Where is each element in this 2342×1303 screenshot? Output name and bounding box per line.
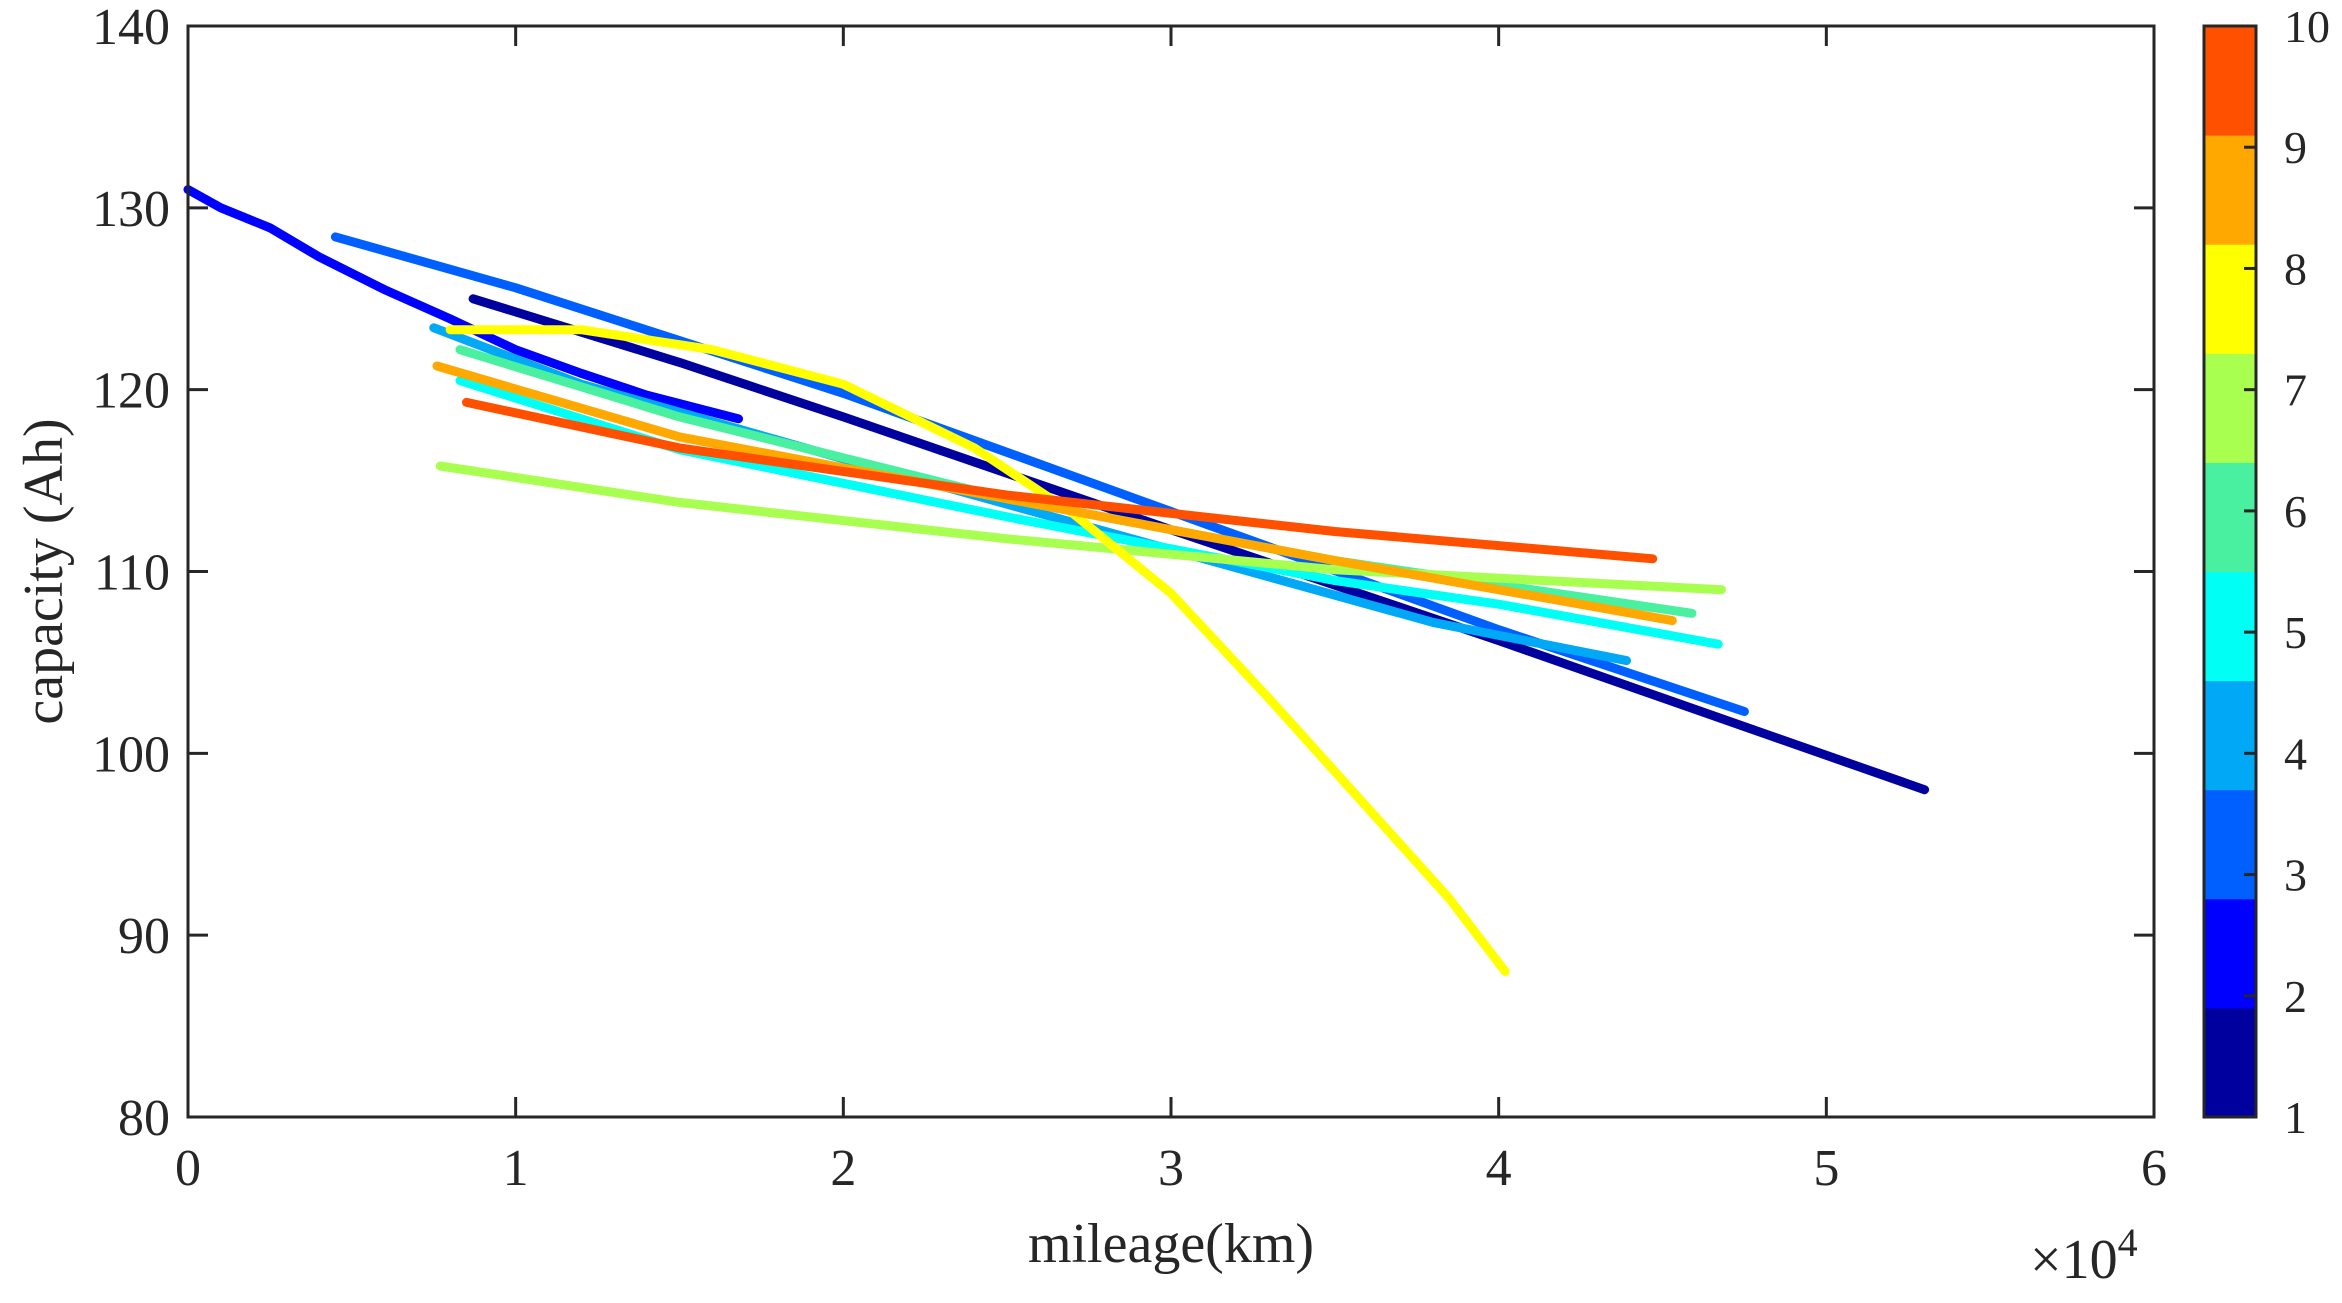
ticks-layer: 0 1 2 3 4 5 6 80 90 100 110 120 130 140 [92, 0, 2167, 1197]
x-tick-label: 4 [1486, 1140, 1512, 1197]
colorbar-tick-label: 9 [2284, 122, 2307, 173]
y-tick-label: 130 [92, 181, 170, 238]
colorbar-tick-label: 4 [2284, 728, 2307, 779]
series-line-7 [435, 461, 1726, 595]
colorbar-segment-5 [2204, 571, 2256, 682]
colorbar-segment-9 [2204, 135, 2256, 245]
colorbar-tick-label: 8 [2284, 243, 2307, 294]
x-tick-label: 5 [1813, 1140, 1839, 1197]
x-tick-label: 1 [503, 1140, 529, 1197]
x-tick-label: 2 [830, 1140, 856, 1197]
plot-frame [186, 24, 2156, 1119]
colorbar-tick-label: 3 [2284, 850, 2307, 901]
y-tick-label: 90 [118, 908, 170, 965]
y-tick-label: 140 [92, 0, 170, 56]
colorbar-tick-label: 5 [2284, 607, 2307, 658]
series-layer [183, 185, 1930, 976]
colorbar-segment-8 [2204, 244, 2256, 354]
x-tick-label: 0 [175, 1140, 201, 1197]
colorbar-tick-label: 2 [2284, 971, 2307, 1022]
colorbar-tick-label: 1 [2284, 1092, 2307, 1143]
y-tick-label: 120 [92, 363, 170, 420]
colorbar-tick-label: 7 [2284, 365, 2307, 416]
x-tick-label: 6 [2141, 1140, 2167, 1197]
series-line-2 [183, 185, 743, 424]
y-axis-label: capacity (Ah) [13, 418, 75, 724]
colorbar-segment-7 [2204, 353, 2256, 463]
y-tick-label: 80 [118, 1090, 170, 1147]
y-tick-label: 100 [92, 726, 170, 783]
x-multiplier-exponent: 4 [2118, 1220, 2138, 1265]
colorbar-frame [2202, 24, 2258, 1119]
colorbar-segment-10 [2204, 26, 2256, 136]
x-multiplier: ×104 [2030, 1220, 2138, 1291]
colorbar-segment-3 [2204, 789, 2256, 900]
colorbar-segment-2 [2204, 898, 2256, 1009]
x-multiplier-base: ×10 [2030, 1229, 2118, 1291]
colorbar-tick-label: 10 [2284, 1, 2330, 52]
x-tick-label: 3 [1158, 1140, 1184, 1197]
colorbar-segment-1 [2204, 1007, 2256, 1118]
colorbar-segment-6 [2204, 462, 2256, 572]
colorbar-segment-4 [2204, 680, 2256, 791]
series-line-10 [462, 397, 1658, 564]
labels-layer: mileage(km) capacity (Ah) ×104 [13, 418, 2138, 1291]
colorbar-tick-label: 6 [2284, 486, 2307, 537]
colorbar: 1 2 3 4 5 6 7 8 9 10 [2202, 1, 2330, 1143]
series-line-1 [468, 294, 1930, 795]
x-axis-label: mileage(km) [1028, 1213, 1314, 1275]
y-tick-label: 110 [94, 545, 170, 602]
